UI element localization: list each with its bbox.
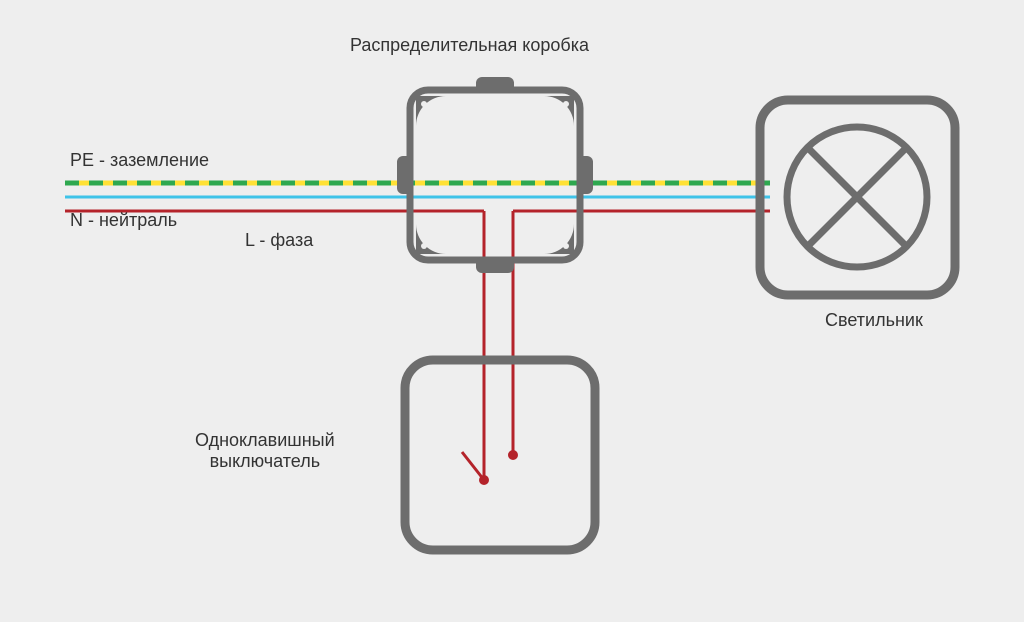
title-label: Распределительная коробка — [350, 35, 589, 56]
lamp-label: Светильник — [825, 310, 923, 331]
pe-label: PE - заземление — [70, 150, 209, 171]
neutral-label: N - нейтраль — [70, 210, 177, 231]
phase-label: L - фаза — [245, 230, 313, 251]
switch-label: Одноклавишный выключатель — [195, 430, 335, 472]
